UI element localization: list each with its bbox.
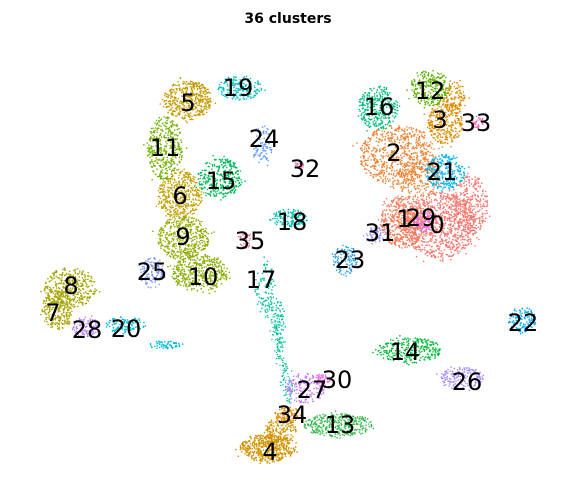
cluster-label-8: 8 bbox=[63, 272, 78, 300]
cluster-label-3: 3 bbox=[432, 106, 447, 134]
cluster-labels: 0123456789101112131415161718192021222324… bbox=[45, 74, 538, 466]
cluster-5-points bbox=[159, 77, 217, 124]
cluster-label-30: 30 bbox=[322, 366, 353, 394]
cluster-15-points bbox=[195, 155, 246, 201]
cluster-label-17: 17 bbox=[246, 266, 277, 294]
cluster-14-points bbox=[372, 335, 441, 366]
cluster-23-points bbox=[331, 244, 358, 277]
cluster-2-points bbox=[352, 125, 445, 199]
cluster-label-16: 16 bbox=[364, 93, 395, 121]
cluster-3-points bbox=[423, 79, 471, 148]
cluster-label-18: 18 bbox=[277, 208, 308, 236]
cluster-label-7: 7 bbox=[45, 299, 60, 327]
cluster-label-28: 28 bbox=[72, 316, 103, 344]
cluster-label-25: 25 bbox=[137, 258, 168, 286]
cluster-label-15: 15 bbox=[206, 167, 237, 195]
cluster-12-points bbox=[406, 69, 451, 109]
cluster-label-22: 22 bbox=[508, 309, 539, 337]
cluster-label-19: 19 bbox=[223, 74, 254, 102]
cluster-label-24: 24 bbox=[249, 125, 280, 153]
points-layer bbox=[40, 69, 537, 465]
cluster-34-points bbox=[274, 406, 302, 424]
cluster-9-points bbox=[152, 215, 215, 263]
cluster-label-27: 27 bbox=[297, 376, 328, 404]
cluster-17-points bbox=[254, 256, 287, 348]
cluster-30-points bbox=[315, 373, 331, 387]
cluster-label-32: 32 bbox=[290, 155, 321, 183]
cluster-label-11: 11 bbox=[150, 134, 181, 162]
cluster-20-points bbox=[105, 316, 184, 350]
cluster-label-33: 33 bbox=[461, 109, 492, 137]
cluster-27-points bbox=[286, 372, 325, 404]
cluster-11-points bbox=[143, 112, 188, 181]
cluster-label-9: 9 bbox=[175, 223, 190, 251]
cluster-label-2: 2 bbox=[386, 139, 401, 167]
cluster-label-14: 14 bbox=[390, 338, 421, 366]
cluster-22-points bbox=[507, 307, 537, 335]
cluster-18-points bbox=[269, 208, 308, 228]
cluster-label-5: 5 bbox=[180, 89, 195, 117]
plot-title: 36 clusters bbox=[244, 11, 331, 27]
cluster-label-6: 6 bbox=[172, 182, 187, 210]
cluster-26-points bbox=[436, 366, 485, 392]
cluster-32-points bbox=[294, 162, 305, 170]
cluster-label-29: 29 bbox=[406, 204, 437, 232]
cluster-29-points bbox=[411, 211, 437, 233]
cluster-13-points bbox=[303, 410, 375, 439]
cluster-label-26: 26 bbox=[452, 368, 483, 396]
cluster-label-1: 1 bbox=[396, 205, 411, 233]
cluster-10-points bbox=[167, 253, 231, 295]
cluster-25-points bbox=[139, 256, 166, 289]
cluster-8-points bbox=[40, 267, 101, 312]
cluster-label-23: 23 bbox=[335, 246, 366, 274]
cluster-28-points bbox=[71, 315, 99, 338]
cluster-label-10: 10 bbox=[188, 263, 219, 291]
cluster-16-points bbox=[357, 85, 401, 132]
cluster-label-31: 31 bbox=[365, 219, 396, 247]
cluster-label-34: 34 bbox=[277, 401, 308, 429]
cluster-35-points bbox=[237, 233, 252, 249]
cluster-label-13: 13 bbox=[325, 411, 356, 439]
cluster-4-points bbox=[235, 415, 298, 465]
cluster-label-20: 20 bbox=[111, 315, 142, 343]
cluster-24-points bbox=[253, 125, 273, 167]
cluster-label-12: 12 bbox=[415, 77, 446, 105]
cluster-21-points bbox=[421, 153, 470, 192]
cluster-label-21: 21 bbox=[427, 158, 458, 186]
cluster-33-points bbox=[470, 115, 484, 129]
cluster-label-35: 35 bbox=[235, 227, 266, 255]
cluster-1-points bbox=[377, 195, 429, 249]
cluster-label-4: 4 bbox=[262, 438, 277, 466]
cluster-6-points bbox=[155, 168, 205, 223]
cluster-label-0: 0 bbox=[429, 211, 444, 239]
cluster-19-points bbox=[217, 75, 266, 101]
cluster-31-points bbox=[362, 227, 386, 245]
